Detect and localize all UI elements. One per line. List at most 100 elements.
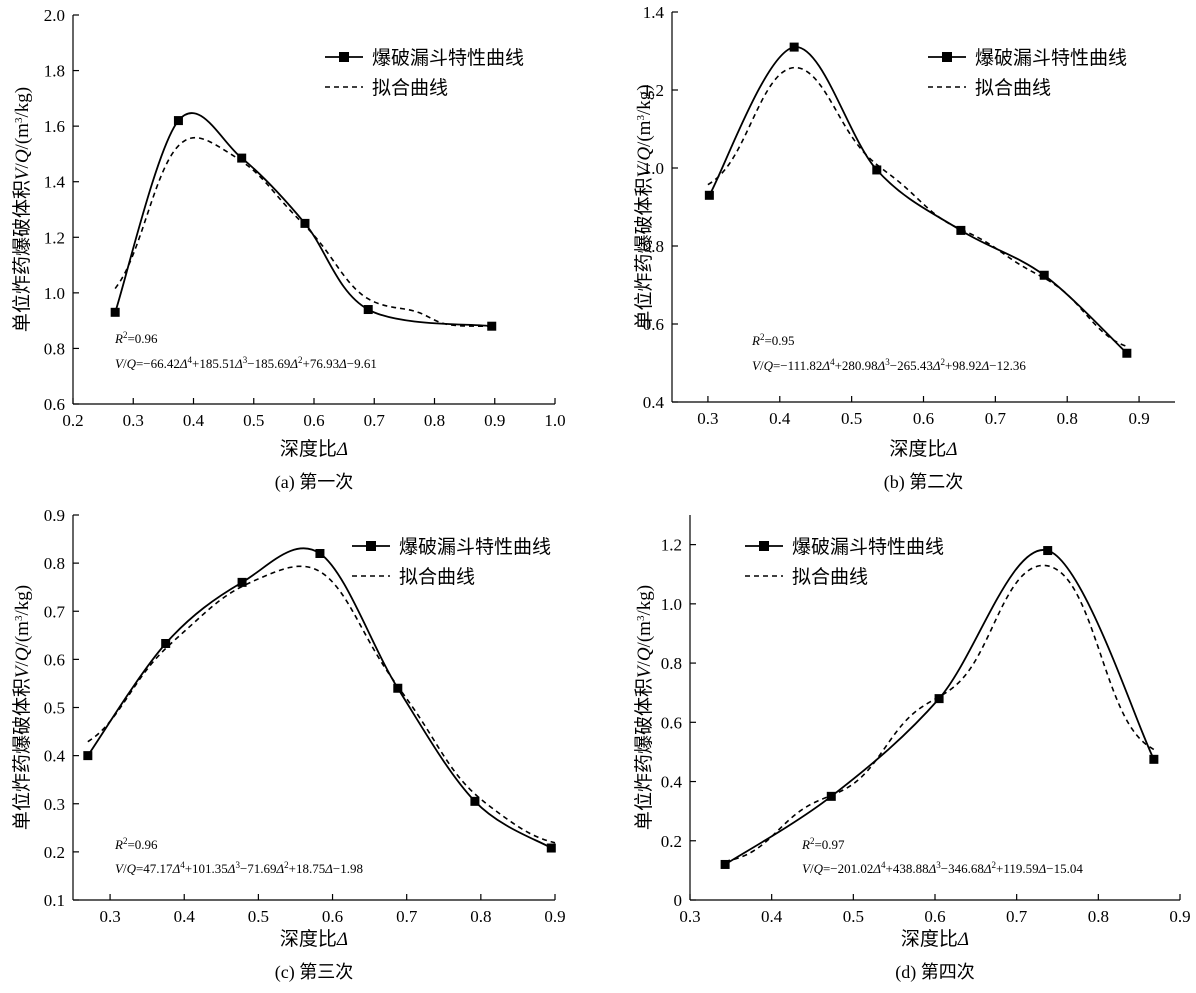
x-tick-label: 0.3	[123, 411, 144, 430]
y-tick-label: 1.6	[44, 117, 65, 136]
legend-marker-swatch	[759, 541, 769, 551]
characteristic-curve-line	[87, 547, 552, 849]
legend-label: 拟合曲线	[399, 566, 475, 588]
chart-caption: (b) 第二次	[884, 472, 964, 493]
x-tick-label: 0.3	[679, 907, 700, 926]
x-tick-label: 0.9	[1128, 409, 1149, 428]
y-tick-label: 0	[674, 891, 683, 910]
y-tick-label: 0.9	[44, 506, 65, 525]
fitted-curve-line	[724, 564, 1155, 863]
y-tick-label: 1.2	[661, 536, 682, 555]
chart-panel-2: 0.4 0.6 0.8 1.0 1.2 1.4 0.3 0.4 0.5 0.6 0.7 0.8 0.9 深…	[633, 3, 1175, 493]
x-tick-label: 0.8	[1057, 409, 1078, 428]
x-tick-label: 0.4	[183, 411, 205, 430]
y-axis-title: 单位炸药爆破体积V/Q/(m3/kg)	[11, 585, 33, 830]
y-tick-label: 0.6	[661, 713, 682, 732]
fitted-curve-line	[87, 565, 556, 844]
x-tick-label: 0.9	[544, 907, 565, 926]
data-point-marker	[1122, 348, 1132, 358]
y-axis-title: 单位炸药爆破体积V/Q/(m3/kg)	[11, 87, 33, 332]
data-point-marker	[237, 577, 247, 587]
y-tick-label: 0.8	[44, 339, 65, 358]
y-axis-title: 单位炸药爆破体积V/Q/(m3/kg)	[633, 84, 655, 329]
data-point-marker	[789, 42, 799, 52]
fitted-curve-line	[114, 136, 495, 327]
y-tick-label: 1.4	[643, 3, 665, 22]
legend-label: 爆破漏斗特性曲线	[399, 536, 551, 558]
y-tick-label: 1.0	[44, 284, 65, 303]
y-tick-label: 1.0	[661, 595, 682, 614]
y-tick-label: 1.4	[44, 173, 66, 192]
x-tick-label: 0.7	[1006, 907, 1028, 926]
data-point-marker	[704, 190, 714, 200]
chart-panel-3: 0.1 0.2 0.3 0.4 0.5 0.6 0.7 0.8 0.9 0.3 0.4 0.5 0.6 0…	[11, 506, 566, 983]
data-point-marker	[393, 683, 403, 693]
fitted-curve-line	[707, 66, 1129, 348]
data-point-marker	[826, 791, 836, 801]
x-tick-label: 0.7	[364, 411, 386, 430]
x-tick-label: 0.8	[424, 411, 445, 430]
fit-equation-annotation: V/Q=47.17Δ4+101.35Δ3−71.69Δ2+18.75Δ−1.98	[115, 860, 363, 876]
x-tick-label: 0.6	[924, 907, 945, 926]
data-point-marker	[161, 638, 171, 648]
y-tick-label: 2.0	[44, 6, 65, 25]
x-tick-label: 0.6	[322, 907, 343, 926]
data-point-marker	[872, 165, 882, 175]
legend-label: 拟合曲线	[372, 77, 448, 99]
x-tick-label: 0.8	[470, 907, 491, 926]
chart-caption: (c) 第三次	[275, 962, 353, 983]
x-tick-label: 0.4	[174, 907, 196, 926]
y-tick-label: 0.6	[44, 650, 65, 669]
characteristic-curve-line	[724, 549, 1155, 866]
legend-marker-swatch	[942, 52, 952, 62]
legend-label: 爆破漏斗特性曲线	[975, 47, 1127, 69]
y-tick-label: 0.8	[44, 554, 65, 573]
data-point-marker	[470, 796, 480, 806]
x-axis-title: 深度比Δ	[889, 438, 957, 460]
y-tick-label: 1.2	[643, 81, 664, 100]
r-squared-annotation: R2=0.95	[751, 332, 795, 348]
y-tick-label: 0.5	[44, 699, 65, 718]
x-tick-label: 0.7	[985, 409, 1007, 428]
r-squared-annotation: R2=0.97	[801, 836, 845, 852]
data-point-marker	[956, 225, 966, 235]
x-tick-label: 0.9	[484, 411, 505, 430]
x-axis-title: 深度比Δ	[280, 438, 348, 460]
data-point-marker	[110, 307, 120, 317]
x-tick-label: 0.9	[1169, 907, 1190, 926]
fit-equation-annotation: V/Q=−66.42Δ4+185.51Δ3−185.69Δ2+76.93Δ−9.…	[115, 355, 377, 371]
y-tick-label: 1.2	[44, 228, 65, 247]
x-tick-label: 0.6	[303, 411, 324, 430]
y-tick-label: 0.6	[44, 395, 65, 414]
x-tick-label: 0.3	[697, 409, 718, 428]
y-tick-label: 0.8	[661, 654, 682, 673]
y-tick-label: 0.2	[661, 832, 682, 851]
data-point-marker	[300, 218, 310, 228]
data-point-marker	[363, 305, 373, 315]
data-point-marker	[487, 321, 497, 331]
y-tick-label: 0.1	[44, 891, 65, 910]
x-tick-label: 0.8	[1088, 907, 1109, 926]
data-point-marker	[1039, 270, 1049, 280]
legend-label: 拟合曲线	[792, 566, 868, 588]
y-tick-label: 1.8	[44, 62, 65, 81]
data-point-marker	[934, 694, 944, 704]
x-axis-title: 深度比Δ	[901, 928, 969, 950]
r-squared-annotation: R2=0.96	[114, 330, 158, 346]
x-axis-title: 深度比Δ	[280, 928, 348, 950]
chart-caption: (d) 第四次	[895, 962, 975, 983]
y-axis-title: 单位炸药爆破体积V/Q/(m3/kg)	[633, 585, 655, 830]
data-point-marker	[1043, 546, 1053, 556]
r-squared-annotation: R2=0.96	[114, 836, 158, 852]
legend-label: 爆破漏斗特性曲线	[372, 47, 524, 69]
fit-equation-annotation: V/Q=−201.02Δ4+438.88Δ3−346.68Δ2+119.59Δ−…	[802, 860, 1083, 876]
data-point-marker	[83, 751, 93, 761]
data-point-marker	[237, 153, 247, 163]
x-tick-label: 0.5	[248, 907, 269, 926]
data-point-marker	[315, 549, 325, 558]
legend-label: 拟合曲线	[975, 77, 1051, 99]
chart-panel-1: 0.6 0.8 1.0 1.2 1.4 1.6 1.8 2.0 0.2 0.3 0.4 0.5 0.6 0…	[11, 6, 566, 493]
